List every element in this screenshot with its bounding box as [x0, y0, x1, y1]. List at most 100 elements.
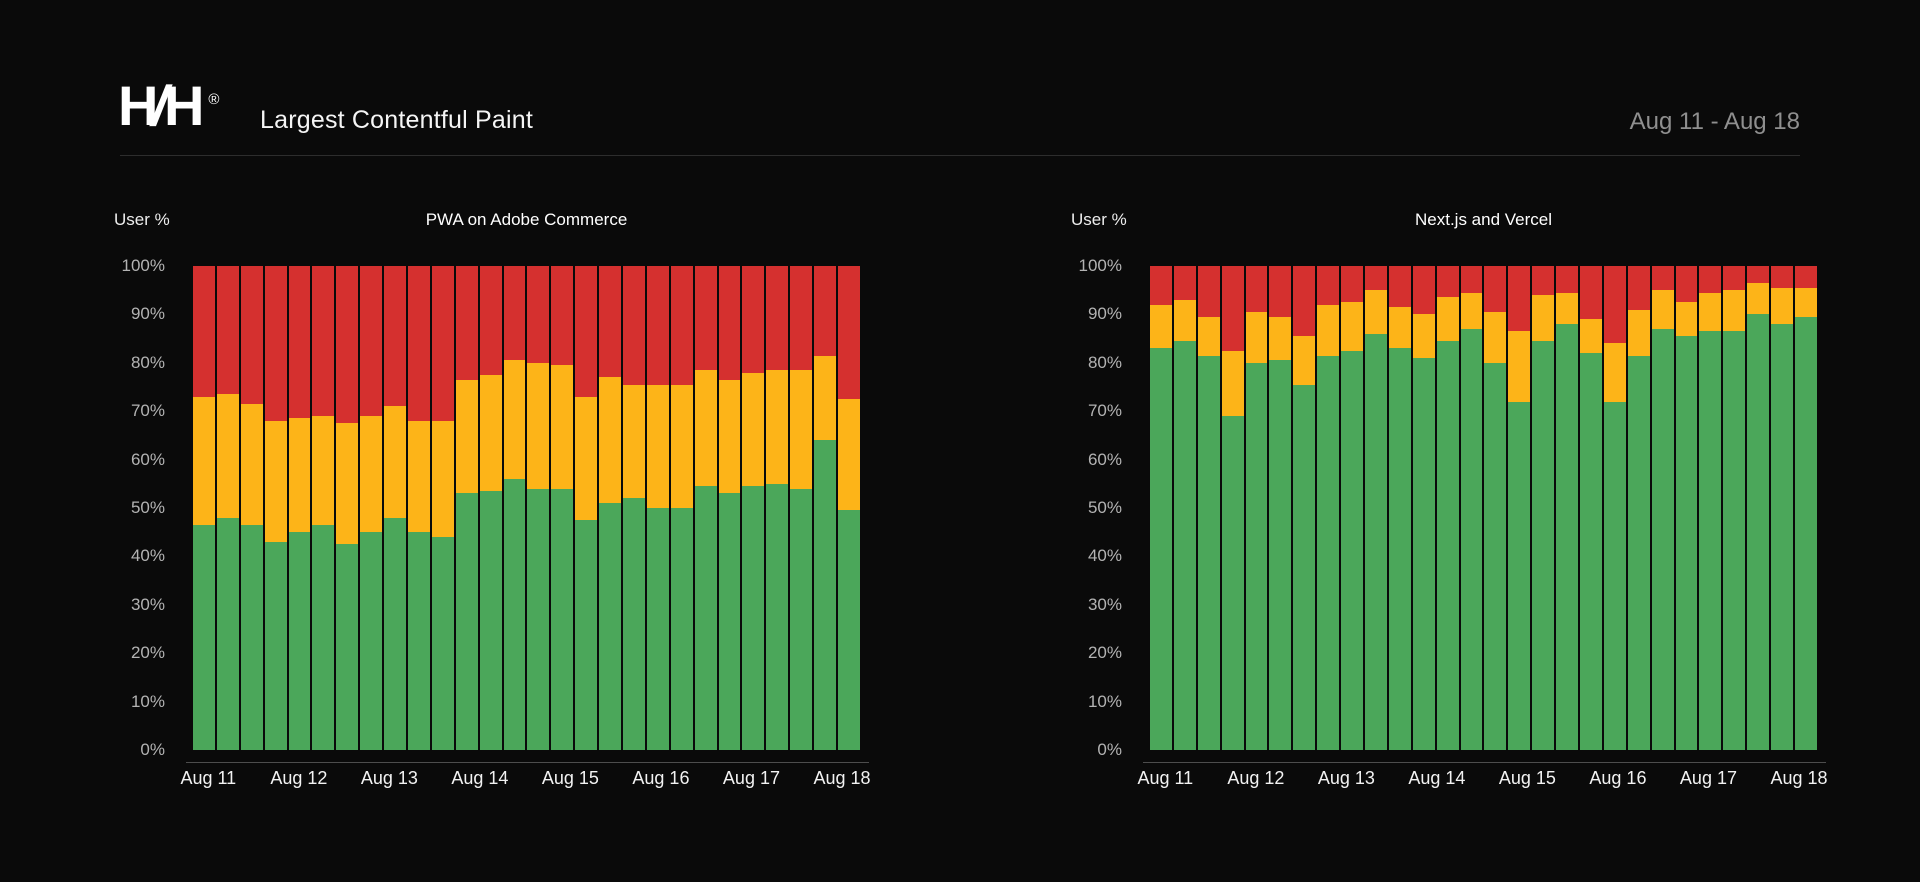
- segment-poor: [1508, 266, 1531, 332]
- segment-needs_improvement: [814, 355, 837, 441]
- y-tick-label: 90%: [1087, 304, 1122, 324]
- segment-poor: [1723, 266, 1746, 291]
- segment-good: [1365, 333, 1387, 750]
- segment-needs_improvement: [1436, 297, 1459, 342]
- x-tick-label: Aug 13: [1317, 768, 1375, 788]
- stacked-bar: [718, 266, 741, 750]
- logo-h-right: H: [164, 74, 204, 137]
- segment-good: [336, 544, 359, 750]
- segment-poor: [1795, 266, 1817, 288]
- segment-needs_improvement: [1269, 316, 1292, 361]
- segment-good: [1436, 341, 1459, 750]
- segment-needs_improvement: [1556, 292, 1579, 325]
- y-tick-label: 20%: [1087, 643, 1122, 663]
- segment-needs_improvement: [360, 416, 383, 533]
- y-tick-label: 30%: [130, 594, 165, 614]
- y-tick-label: 0%: [1097, 740, 1122, 759]
- stacked-bar: [1317, 266, 1340, 750]
- stacked-bar: [742, 266, 765, 750]
- x-tick-label: Aug 14: [1408, 768, 1466, 788]
- segment-good: [646, 508, 669, 750]
- segment-needs_improvement: [384, 406, 407, 518]
- stacked-bar: [1460, 266, 1483, 750]
- segment-good: [1197, 355, 1220, 750]
- segment-needs_improvement: [646, 384, 669, 508]
- segment-needs_improvement: [288, 418, 311, 533]
- y-tick-label: 0%: [140, 740, 165, 759]
- segment-good: [1580, 353, 1602, 750]
- segment-poor: [1293, 266, 1316, 337]
- segment-needs_improvement: [312, 416, 335, 525]
- segment-good: [193, 524, 215, 750]
- y-tick-label: 80%: [130, 352, 165, 372]
- segment-poor: [431, 266, 454, 421]
- stacked-bar: [312, 266, 335, 750]
- segment-good: [838, 510, 860, 750]
- segment-good: [1627, 355, 1650, 750]
- segment-needs_improvement: [193, 396, 215, 525]
- stacked-bar: [1603, 266, 1626, 750]
- segment-good: [694, 486, 717, 750]
- stacked-bar: [288, 266, 311, 750]
- segment-poor: [790, 266, 813, 371]
- segment-good: [1150, 348, 1172, 750]
- segment-needs_improvement: [790, 370, 813, 489]
- stacked-bar: [1795, 266, 1817, 750]
- segment-poor: [1699, 266, 1722, 293]
- header-divider: [120, 155, 1800, 156]
- y-tick-label: 100%: [121, 256, 165, 275]
- segment-good: [551, 488, 574, 750]
- segment-poor: [1747, 266, 1770, 283]
- segment-good: [527, 488, 550, 750]
- segment-poor: [1150, 266, 1172, 305]
- segment-good: [790, 488, 813, 750]
- segment-needs_improvement: [1747, 282, 1770, 315]
- x-tick-label: Aug 11: [180, 768, 237, 788]
- segment-good: [1317, 355, 1340, 750]
- y-tick-label: 40%: [1087, 546, 1122, 566]
- segment-needs_improvement: [623, 384, 645, 499]
- registered-trademark-icon: ®: [208, 91, 220, 108]
- page-title: Largest Contentful Paint: [260, 106, 534, 134]
- segment-poor: [623, 266, 645, 385]
- segment-good: [670, 508, 693, 750]
- segment-poor: [1388, 266, 1411, 308]
- stacked-bar: [240, 266, 263, 750]
- y-tick-label: 60%: [130, 449, 165, 469]
- segment-good: [288, 532, 311, 750]
- segment-good: [1508, 401, 1531, 750]
- segment-poor: [1484, 266, 1507, 312]
- chart-title: Next.js and Vercel: [1414, 210, 1552, 229]
- hh-logo: H/H ®: [118, 74, 219, 137]
- y-axis-label: User %: [1071, 210, 1127, 229]
- segment-needs_improvement: [599, 377, 622, 504]
- x-axis-ticks: Aug 11 Aug 12 Aug 13 Aug 14 Aug 15 Aug 16 Aug …: [1137, 750, 1827, 795]
- segment-needs_improvement: [742, 372, 765, 487]
- segment-poor: [527, 266, 550, 363]
- segment-poor: [455, 266, 478, 380]
- segment-good: [408, 532, 430, 750]
- segment-needs_improvement: [240, 403, 263, 525]
- segment-poor: [240, 266, 263, 404]
- segment-good: [1795, 316, 1817, 750]
- segment-needs_improvement: [1341, 302, 1364, 351]
- segment-needs_improvement: [838, 399, 860, 511]
- segment-poor: [1341, 266, 1364, 303]
- segment-good: [766, 483, 789, 750]
- stacked-bar: [1150, 266, 1172, 750]
- segment-needs_improvement: [1723, 290, 1746, 332]
- segment-poor: [1771, 266, 1794, 288]
- stacked-bar: [1723, 266, 1746, 750]
- segment-poor: [1221, 266, 1244, 351]
- segment-needs_improvement: [1245, 312, 1268, 363]
- segment-poor: [1365, 266, 1387, 291]
- segment-needs_improvement: [766, 370, 789, 484]
- chart-title: PWA on Adobe Commerce: [425, 210, 628, 229]
- segment-needs_improvement: [1699, 292, 1722, 332]
- y-tick-label: 50%: [130, 498, 165, 517]
- stacked-bar: [1675, 266, 1698, 750]
- stacked-bar: [455, 266, 478, 750]
- y-tick-label: 50%: [1087, 498, 1122, 517]
- segment-good: [1173, 341, 1196, 750]
- segment-needs_improvement: [1173, 299, 1196, 342]
